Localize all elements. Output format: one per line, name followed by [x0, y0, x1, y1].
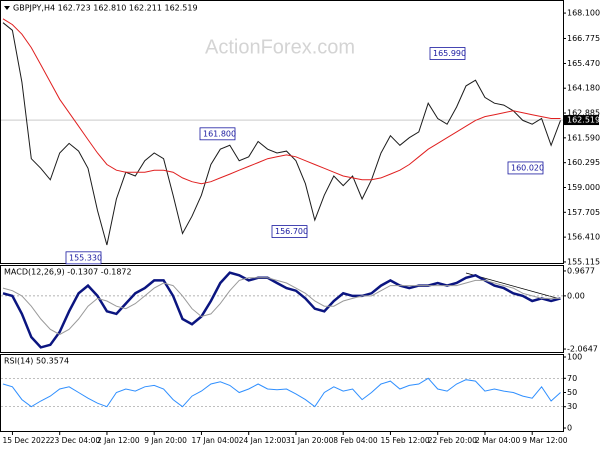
watermark: ActionForex.com: [205, 36, 355, 58]
x-tick-label: 23 Dec 04:00: [50, 436, 101, 445]
y-tick-label: 160.295: [567, 158, 600, 167]
series-line: [2, 271, 561, 349]
annotation-box: [199, 127, 236, 141]
annotation-box: [429, 47, 466, 60]
y-tick-label: 162.885: [567, 109, 600, 118]
annotation-box: [65, 251, 102, 265]
annotation-box: [271, 225, 308, 238]
x-tick-label: 2 Jan 12:00: [97, 436, 140, 445]
x-tick-label: 2 Mar 04:00: [475, 436, 521, 445]
series-line: [2, 277, 561, 336]
annotation-label: 160.020: [511, 163, 544, 172]
x-tick-label: 15 Dec 2022: [2, 436, 50, 445]
y-tick-label: 164.180: [567, 84, 600, 93]
x-tick-label: 8 Feb 04:00: [333, 436, 378, 445]
y-tick-label: 0: [567, 424, 572, 433]
symbol-icon: [4, 6, 10, 10]
y-tick-label: 166.775: [567, 34, 600, 43]
annotation-box: [507, 161, 544, 175]
x-tick-label: 31 Jan 20:00: [286, 436, 334, 445]
y-tick-label: 0.00: [567, 291, 585, 300]
y-tick-label: 161.590: [567, 133, 600, 142]
y-tick-label: 50: [567, 388, 577, 397]
x-tick-label: 22 Feb 20:00: [428, 436, 477, 445]
annotation-label: 161.800: [203, 129, 236, 138]
annotation-label: 155.330: [69, 253, 102, 262]
x-tick-label: 15 Feb 12:00: [380, 436, 429, 445]
price-frame: [0, 0, 564, 264]
y-tick-label: 165.470: [567, 59, 600, 68]
y-tick-label: 168.100: [567, 9, 600, 18]
last-price-box: [564, 115, 599, 126]
annotation-label: 156.700: [275, 227, 308, 236]
x-tick-label: 9 Jan 20:00: [144, 436, 187, 445]
rsi-frame: [0, 354, 564, 432]
price-title: GBPJPY,H4 162.723 162.810 162.211 162.51…: [13, 4, 198, 13]
series-line: [2, 377, 561, 408]
y-tick-label: -2.0647: [567, 345, 598, 354]
x-tick-label: 17 Jan 04:00: [191, 436, 239, 445]
rsi-title: RSI(14) 50.3574: [4, 357, 69, 366]
macd-frame: [0, 265, 564, 353]
series-line: [2, 22, 561, 246]
macd-title: MACD(12,26,9) -0.1307 -0.1872: [4, 268, 132, 277]
y-tick-label: 155.115: [567, 257, 600, 266]
x-tick-label: 24 Jan 12:00: [239, 436, 287, 445]
y-tick-label: 70: [567, 374, 577, 383]
annotation-label: 165.990: [433, 49, 466, 58]
y-tick-label: 156.410: [567, 233, 600, 242]
y-tick-label: 159.000: [567, 183, 600, 192]
y-tick-label: 100: [567, 352, 582, 361]
last-price-label: 162.519: [567, 116, 600, 125]
series-line: [2, 18, 561, 185]
y-tick-label: 0.9677: [567, 266, 595, 275]
y-tick-label: 30: [567, 402, 577, 411]
y-tick-label: 157.705: [567, 208, 600, 217]
x-tick-label: 9 Mar 12:00: [522, 436, 568, 445]
